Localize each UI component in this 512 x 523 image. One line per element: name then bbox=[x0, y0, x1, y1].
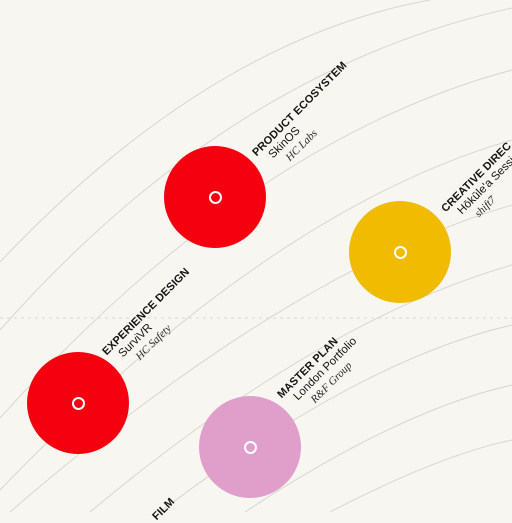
node-center-ring-icon bbox=[71, 396, 85, 410]
node-center-ring-icon bbox=[243, 440, 257, 454]
node-center-ring-icon bbox=[208, 190, 222, 204]
arc-1 bbox=[0, 0, 431, 263]
arc-6 bbox=[89, 264, 512, 512]
arc-8 bbox=[244, 384, 512, 512]
project-node-experience-design[interactable] bbox=[27, 352, 129, 454]
project-node-creative-direction[interactable] bbox=[349, 201, 451, 303]
project-node-master-plan[interactable] bbox=[199, 396, 301, 498]
arc-2 bbox=[0, 7, 512, 331]
project-node-product-ecosystem[interactable] bbox=[164, 146, 266, 248]
arc-9 bbox=[329, 439, 512, 512]
node-center-ring-icon bbox=[393, 245, 407, 259]
